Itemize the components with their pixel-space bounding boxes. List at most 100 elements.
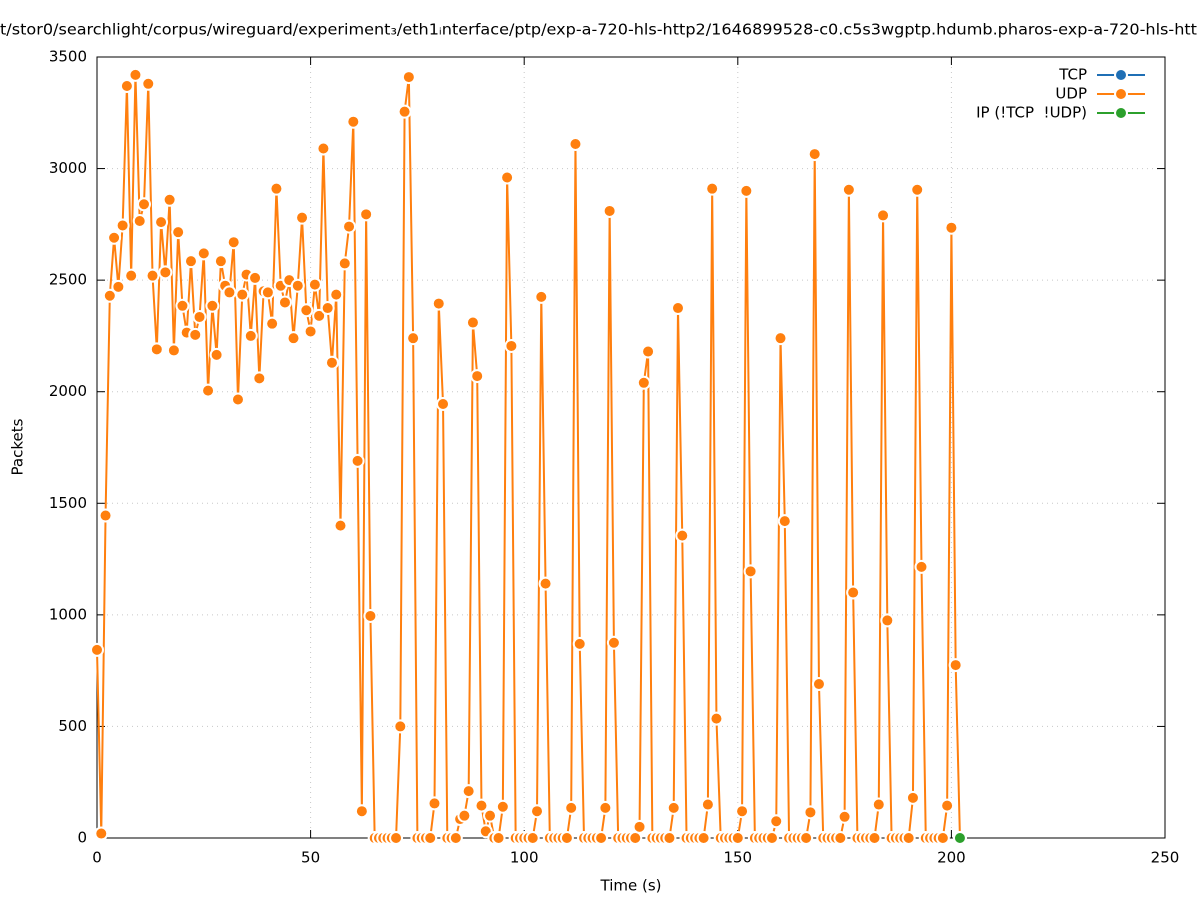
data-point xyxy=(700,797,715,812)
data-point xyxy=(136,197,151,212)
data-point xyxy=(205,298,220,313)
data-point xyxy=(948,658,963,673)
data-point xyxy=(166,343,181,358)
data-point xyxy=(128,67,143,82)
x-tick-label: 200 xyxy=(937,849,966,867)
data-point xyxy=(500,170,515,185)
legend-marker xyxy=(1114,106,1128,120)
data-point xyxy=(952,831,967,845)
data-point xyxy=(149,342,164,357)
data-point xyxy=(846,585,861,600)
data-point xyxy=(436,396,451,411)
legend-marker xyxy=(1114,68,1128,82)
data-point xyxy=(803,805,818,820)
x-tick-label: 100 xyxy=(510,849,539,867)
data-point xyxy=(307,277,322,292)
data-point xyxy=(393,719,408,734)
data-point xyxy=(162,192,177,207)
data-point xyxy=(457,808,472,823)
data-point xyxy=(107,230,122,245)
data-point xyxy=(427,796,442,811)
data-point xyxy=(98,508,113,523)
data-point xyxy=(944,220,959,235)
data-point xyxy=(312,308,327,323)
data-point xyxy=(359,207,374,222)
data-point xyxy=(252,371,267,386)
x-tick-label: 0 xyxy=(92,849,102,867)
data-point xyxy=(183,254,198,269)
data-point xyxy=(940,798,955,813)
data-point xyxy=(534,289,549,304)
data-point xyxy=(350,453,365,468)
data-point xyxy=(538,576,553,591)
data-point xyxy=(230,392,245,407)
data-point xyxy=(346,114,361,129)
data-point xyxy=(901,831,916,845)
x-axis-label: Time (s) xyxy=(600,877,662,895)
data-point xyxy=(102,288,117,303)
data-point xyxy=(641,344,656,359)
data-point xyxy=(201,383,216,398)
data-point xyxy=(401,70,416,85)
data-point xyxy=(145,268,160,283)
data-point xyxy=(636,375,651,390)
data-point xyxy=(448,831,463,845)
x-tick-label: 50 xyxy=(301,849,320,867)
data-point xyxy=(564,800,579,815)
data-point xyxy=(777,514,792,529)
data-point xyxy=(265,316,280,331)
data-point xyxy=(598,800,613,815)
data-point xyxy=(662,831,677,845)
data-point xyxy=(876,208,891,223)
data-point xyxy=(867,831,882,845)
data-point xyxy=(277,295,292,310)
data-point xyxy=(525,831,540,845)
chart-title: t/stor0/searchlight/corpus/wireguard/exp… xyxy=(0,21,1197,39)
data-point xyxy=(324,355,339,370)
data-point xyxy=(559,831,574,845)
y-tick-label: 3500 xyxy=(49,48,87,66)
data-point xyxy=(226,235,241,250)
data-point xyxy=(572,636,587,651)
data-point xyxy=(196,246,211,261)
data-point xyxy=(764,831,779,845)
data-point xyxy=(132,214,147,229)
plot-border xyxy=(96,56,1166,839)
data-point xyxy=(329,287,344,302)
data-point xyxy=(773,331,788,346)
data-point xyxy=(94,826,109,841)
y-tick-label: 1000 xyxy=(49,605,87,623)
data-point xyxy=(666,800,681,815)
data-point xyxy=(841,182,856,197)
data-point xyxy=(769,814,784,829)
data-point xyxy=(705,181,720,196)
data-point xyxy=(465,315,480,330)
data-point xyxy=(871,797,886,812)
data-point xyxy=(837,809,852,824)
data-point xyxy=(337,256,352,271)
y-tick-label: 2000 xyxy=(49,382,87,400)
series-line xyxy=(96,73,961,839)
data-point xyxy=(342,219,357,234)
legend-marker xyxy=(1114,87,1128,101)
data-point xyxy=(495,799,510,814)
data-point xyxy=(423,831,438,845)
y-axis-label: Packets xyxy=(9,418,27,475)
y-tick-label: 500 xyxy=(58,717,87,735)
data-point xyxy=(260,285,275,300)
data-point xyxy=(119,79,134,94)
data-point xyxy=(363,608,378,623)
data-point xyxy=(209,347,224,362)
data-point xyxy=(905,790,920,805)
data-point xyxy=(743,564,758,579)
data-point xyxy=(354,804,369,819)
data-point xyxy=(299,303,314,318)
data-point xyxy=(811,677,826,692)
data-point xyxy=(530,804,545,819)
y-tick-label: 1500 xyxy=(49,494,87,512)
data-point xyxy=(491,831,506,845)
data-point xyxy=(799,831,814,845)
data-point xyxy=(914,559,929,574)
data-point xyxy=(594,831,609,845)
